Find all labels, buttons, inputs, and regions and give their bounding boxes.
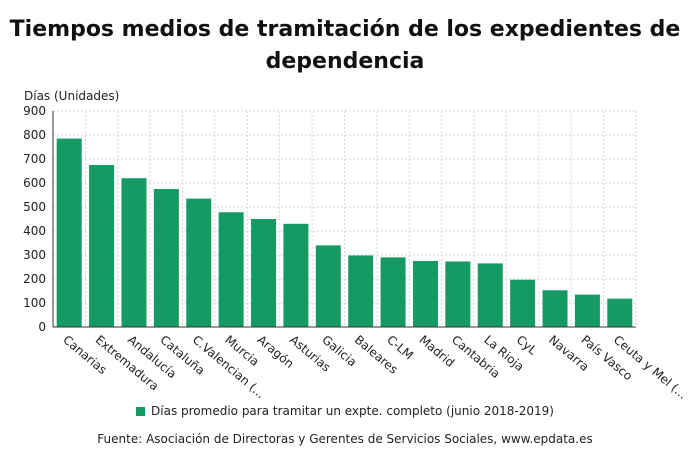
y-tick-label: 800 [23, 128, 46, 142]
y-tick-label: 600 [23, 176, 46, 190]
bar [380, 257, 406, 327]
y-tick-label: 300 [23, 248, 46, 262]
y-tick-label: 900 [23, 104, 46, 118]
x-tick-labels: CanariasExtremaduraAndalucíaCataluñaC.Va… [60, 333, 689, 400]
bar [510, 279, 536, 327]
source-note: Fuente: Asociación de Directoras y Geren… [97, 432, 593, 446]
bars [56, 138, 633, 327]
bar [574, 294, 600, 327]
y-tick-label: 400 [23, 224, 46, 238]
bar-chart: 0 100 200 300 400 500 600 700 800 900 CanariasExt… [23, 104, 690, 400]
bar [477, 263, 503, 327]
bar [445, 261, 471, 327]
y-axis-label: Días (Unidades) [24, 89, 120, 103]
y-tick-label: 500 [23, 200, 46, 214]
legend-swatch [136, 407, 146, 416]
grid-lines [53, 110, 637, 328]
chart-title: Tiempos medios de tramitación de los exp… [9, 17, 681, 74]
y-tick-label: 0 [38, 320, 46, 334]
legend-label: Días promedio para tramitar un expte. co… [151, 404, 554, 418]
y-tick-label: 200 [23, 272, 46, 286]
y-tick-label: 100 [23, 296, 46, 310]
y-tick-labels: 0 100 200 300 400 500 600 700 800 900 [23, 104, 46, 334]
bar [89, 165, 115, 327]
bar [315, 245, 341, 327]
bar [251, 219, 277, 327]
bar [412, 261, 438, 327]
bar [348, 255, 374, 327]
bar [542, 290, 568, 327]
axes [52, 111, 636, 328]
legend: Días promedio para tramitar un expte. co… [0, 404, 690, 418]
bar [56, 138, 82, 327]
bar [121, 178, 147, 327]
x-tick-label: CyL [514, 333, 540, 358]
bar [186, 198, 212, 327]
x-tick-label: Madrid [417, 333, 458, 370]
bar [607, 298, 633, 327]
bar [283, 223, 309, 327]
y-tick-label: 700 [23, 152, 46, 166]
bar [218, 212, 244, 327]
bar [153, 189, 179, 327]
